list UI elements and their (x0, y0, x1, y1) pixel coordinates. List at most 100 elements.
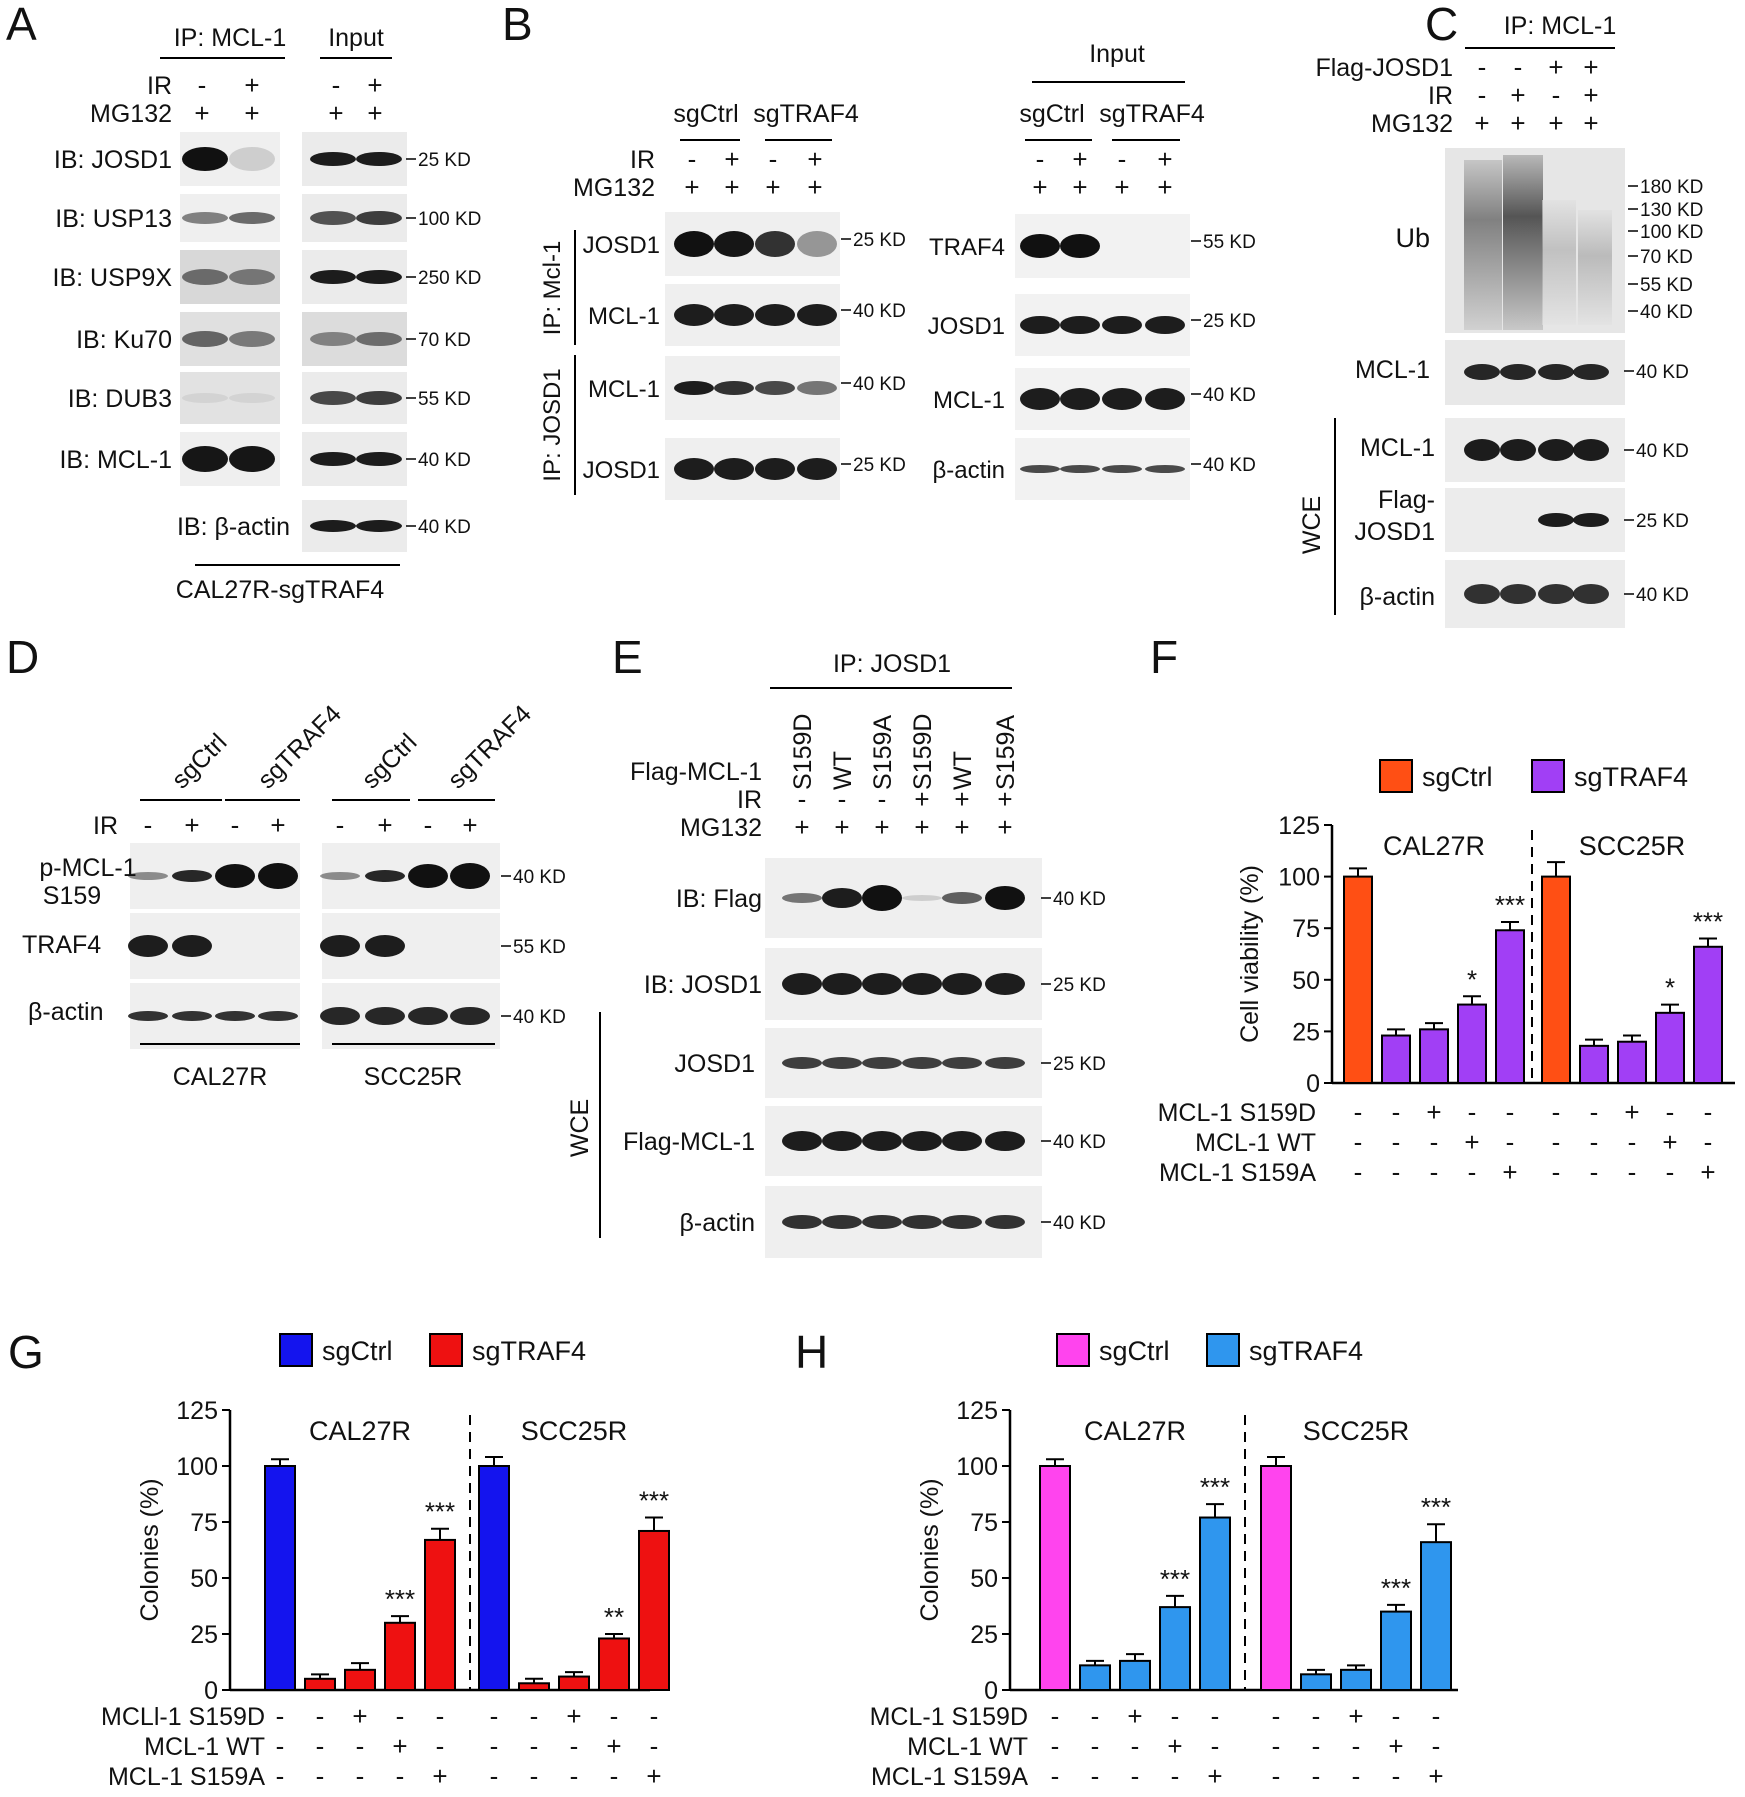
ir-sign: + (1072, 144, 1087, 174)
treatment-sign: - (1392, 1157, 1401, 1187)
significance-label: *** (1381, 1573, 1411, 1603)
kd-label: 25 KD (1053, 975, 1106, 996)
treatment-sign: - (1392, 1701, 1401, 1731)
blot-band (310, 391, 356, 405)
legend-swatch-sgctrl (1379, 759, 1413, 793)
mg132-sign: + (1510, 108, 1525, 138)
kd-label: 70 KD (1640, 247, 1693, 268)
blot-band (310, 152, 356, 166)
significance-label: *** (1693, 907, 1723, 937)
ir-sign: - (332, 70, 341, 100)
blot-band (1573, 364, 1609, 380)
blot-band (310, 211, 356, 225)
blot-band (365, 870, 405, 882)
y-tick-label: 0 (1306, 1070, 1320, 1098)
treatment-sign: - (1430, 1157, 1439, 1187)
treatment-sign: - (396, 1701, 405, 1731)
b-input-label: Input (1089, 40, 1145, 68)
kd-label: 40 KD (1053, 889, 1106, 910)
y-axis-label: Colonies (%) (136, 1478, 164, 1621)
b-right-group-1: sgCtrl (1019, 100, 1084, 128)
bar (1343, 875, 1373, 1084)
ub-smear (1542, 200, 1576, 325)
treatment-sign: - (1352, 1761, 1361, 1791)
bar (1381, 1034, 1411, 1084)
group-label: SCC25R (1579, 831, 1686, 861)
legend-swatch-sgtraf4 (1531, 759, 1565, 793)
blot-band (985, 1215, 1025, 1229)
kd-label: 40 KD (418, 450, 471, 471)
mg132-sign: + (765, 172, 780, 202)
blot-band (1145, 316, 1185, 334)
treatment-row-label: MCL-1 WT (1195, 1129, 1316, 1157)
panel-b: B sgCtrl sgTRAF4 IR MG132 IP: Mcl-1 IP: … (502, 0, 1256, 500)
panel-a-footer: CAL27R-sgTRAF4 (176, 576, 384, 604)
bar (638, 1529, 670, 1691)
blot-band (1500, 584, 1536, 604)
d-pmcl1-line1: p-MCL-1 (39, 854, 136, 882)
row-label-mg132: MG132 (90, 100, 172, 128)
treatment-sign: + (1167, 1731, 1182, 1761)
kd-label: 25 KD (418, 150, 471, 171)
treatment-row-label: MCL-1 S159A (871, 1763, 1028, 1791)
significance-label: *** (385, 1584, 415, 1614)
blot-band (782, 893, 822, 903)
blot-band (310, 270, 356, 284)
blot-band (229, 269, 275, 285)
blot-band (862, 885, 902, 911)
c-ip-label: IP: MCL-1 (1504, 12, 1617, 40)
b-row-ir: IR (630, 146, 655, 174)
treatment-sign: - (436, 1701, 445, 1731)
bar (1260, 1465, 1292, 1691)
ir-sign: + (914, 784, 929, 814)
mg132-sign: + (194, 98, 209, 128)
kd-label: 40 KD (1636, 441, 1689, 462)
blot-band (310, 452, 356, 466)
ir-sign: + (807, 144, 822, 174)
ir-sign: - (769, 144, 778, 174)
kd-label: 55 KD (418, 389, 471, 410)
significance-label: * (1467, 964, 1477, 994)
d-pmcl1-line2: S159 (43, 882, 101, 910)
blot-band (862, 973, 902, 995)
y-tick-label: 125 (176, 1397, 218, 1425)
treatment-sign: - (1272, 1701, 1281, 1731)
bar (1380, 1610, 1412, 1691)
chart-f: sgCtrl sgTRAF4 0 25 50 75 100 125 Cell viability… (1158, 759, 1735, 1187)
kd-label: 250 KD (418, 268, 481, 289)
blot-band (822, 973, 862, 995)
d-row-ir: IR (93, 812, 118, 840)
blot-band (1500, 364, 1536, 380)
blot-band (229, 147, 275, 171)
blot-band (755, 304, 795, 326)
kd-label: 70 KD (418, 330, 471, 351)
treatment-sign: - (1354, 1127, 1363, 1157)
y-axis-label: Cell viability (%) (1236, 865, 1264, 1043)
blot-label: IB: DUB3 (68, 385, 172, 413)
bar (384, 1621, 416, 1692)
e-ip-label: IP: JOSD1 (833, 650, 951, 678)
panel-f-letter: F (1150, 631, 1178, 683)
blot-band (1464, 584, 1500, 604)
treatment-sign: + (1127, 1701, 1142, 1731)
b-left-group-1: sgCtrl (673, 100, 738, 128)
bar (1617, 1040, 1647, 1084)
treatment-sign: - (1272, 1761, 1281, 1791)
group-label: SCC25R (521, 1416, 628, 1446)
y-tick-label: 50 (190, 1565, 218, 1593)
blot-label: IB: Flag (676, 885, 762, 913)
blot-membrane (180, 372, 280, 424)
kd-label: 40 KD (1053, 1132, 1106, 1153)
d-traf4-label: TRAF4 (22, 931, 101, 959)
panel-e: E IP: JOSD1 Flag-MCL-1 IR MG132 S159D WT S… (566, 631, 1106, 1258)
treatment-sign: - (316, 1701, 325, 1731)
treatment-sign: - (1590, 1157, 1599, 1187)
blot-band (182, 147, 228, 171)
mg132-sign: + (1583, 108, 1598, 138)
blot-band (229, 212, 275, 224)
treatment-sign: - (1666, 1157, 1675, 1187)
ir-sign: + (1583, 80, 1598, 110)
treatment-sign: - (1051, 1701, 1060, 1731)
blot-band (1538, 439, 1574, 461)
group-label: sgTRAF4 (252, 700, 347, 795)
